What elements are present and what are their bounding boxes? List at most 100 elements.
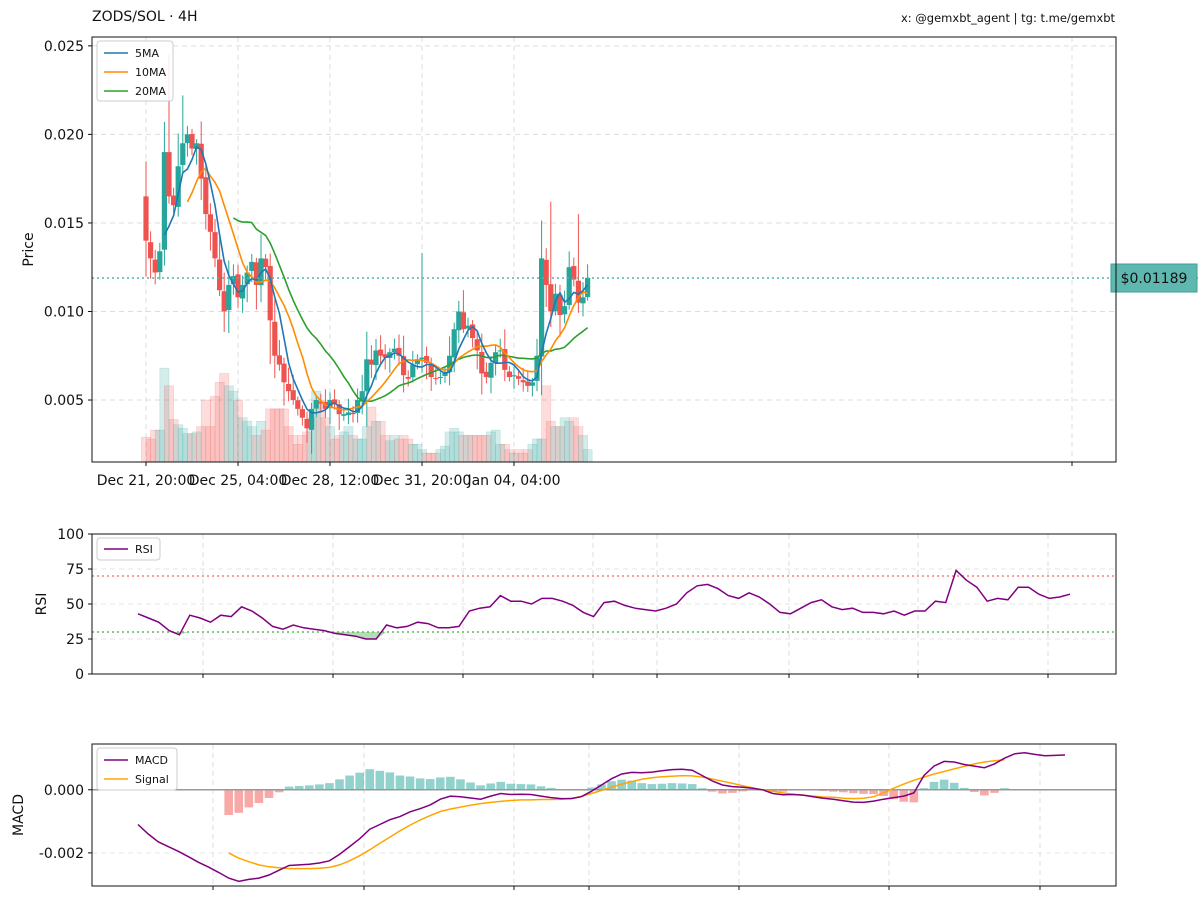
rsi-oversold-fill bbox=[355, 632, 366, 639]
macd-ylabel: MACD bbox=[11, 794, 27, 836]
macd-line bbox=[137, 752, 1066, 883]
candle-body bbox=[387, 352, 393, 358]
macd-histogram-bar bbox=[325, 783, 334, 790]
candle-body bbox=[299, 409, 305, 418]
macd-histogram-bar bbox=[365, 769, 375, 790]
candle-body bbox=[470, 324, 476, 339]
candle-body bbox=[212, 232, 218, 259]
macd-histogram-bar bbox=[909, 789, 919, 803]
macd-histogram-bar bbox=[375, 770, 385, 790]
candle-body bbox=[313, 400, 319, 409]
macd-histogram-bar bbox=[1000, 788, 1009, 790]
macd-histogram-bar bbox=[929, 781, 939, 790]
candle-body bbox=[396, 347, 402, 356]
candle-body bbox=[152, 259, 158, 273]
candle-body bbox=[368, 359, 374, 365]
candle-body bbox=[272, 321, 278, 356]
macd-histogram-bar bbox=[446, 776, 455, 790]
candle-body bbox=[405, 376, 411, 379]
price-frame bbox=[91, 36, 1117, 463]
macd-histogram-bar bbox=[506, 783, 516, 790]
macd-histogram-bar bbox=[385, 772, 395, 790]
rsi-oversold-fill bbox=[365, 632, 377, 639]
candle-body bbox=[304, 418, 310, 429]
candle-body bbox=[175, 166, 181, 207]
candle-body bbox=[221, 291, 227, 312]
macd-histogram-bar bbox=[274, 789, 284, 793]
macd-histogram-bar bbox=[687, 784, 697, 790]
candle-body bbox=[295, 400, 301, 409]
macd-histogram-bar bbox=[657, 783, 667, 790]
rsi-ylabel: RSI bbox=[34, 593, 50, 616]
macd-histogram-bar bbox=[496, 781, 506, 790]
macd-histogram-bar bbox=[828, 789, 838, 792]
candle-body bbox=[506, 371, 512, 377]
macd-histogram-bar bbox=[244, 789, 254, 808]
candle-body bbox=[493, 352, 499, 364]
candle-body bbox=[364, 359, 370, 392]
macd-histogram-bar bbox=[607, 781, 616, 790]
candle-body bbox=[580, 297, 586, 304]
candle-body bbox=[562, 306, 568, 315]
candle-body bbox=[414, 359, 420, 365]
candle-body bbox=[345, 412, 351, 416]
candle-body bbox=[332, 399, 338, 404]
candle-body bbox=[391, 348, 397, 353]
candle-body bbox=[539, 258, 545, 357]
candle-body bbox=[451, 329, 457, 358]
candle-body bbox=[483, 371, 489, 377]
macd-histogram-bar bbox=[335, 779, 344, 790]
rsi-ytick-label: 50 bbox=[66, 597, 84, 613]
candle-body bbox=[267, 265, 273, 321]
rsi-ytick-label: 75 bbox=[66, 562, 84, 578]
candle-body bbox=[249, 261, 255, 271]
candle-body bbox=[511, 375, 517, 377]
macd-histogram-bar bbox=[456, 779, 465, 790]
candle-body bbox=[286, 383, 292, 392]
candle-body bbox=[548, 284, 554, 312]
macd-histogram-bar bbox=[587, 787, 596, 790]
price-ytick-label: 0.020 bbox=[44, 127, 84, 143]
legend-label: Signal bbox=[135, 773, 169, 786]
macd-histogram-bar bbox=[345, 775, 354, 790]
candle-body bbox=[378, 349, 384, 356]
candle-body bbox=[571, 266, 577, 280]
ma20-line bbox=[232, 217, 589, 403]
macd-histogram-bar bbox=[597, 784, 606, 790]
price-xtick-label: Jan 04, 04:00 bbox=[466, 473, 560, 489]
candle-body bbox=[401, 356, 407, 376]
macd-histogram-bar bbox=[435, 777, 445, 790]
candle-body bbox=[474, 339, 480, 351]
candle-body bbox=[566, 267, 572, 306]
candle-body bbox=[516, 376, 522, 379]
ma5-line bbox=[163, 146, 589, 414]
macd-histogram-bar bbox=[778, 789, 788, 792]
macd-histogram-bar bbox=[284, 786, 294, 790]
legend-label: 20MA bbox=[135, 85, 166, 98]
candle-body bbox=[161, 152, 167, 250]
candle-body bbox=[382, 354, 388, 358]
candle-body bbox=[189, 134, 195, 149]
macd-ytick-label: 0.000 bbox=[44, 783, 84, 799]
macd-histogram-bar bbox=[546, 787, 556, 790]
candle-body bbox=[373, 350, 379, 366]
macd-histogram-bar bbox=[425, 779, 435, 790]
macd-histogram-bar bbox=[405, 776, 415, 790]
chart-title: ZODS/SOL · 4H bbox=[92, 9, 198, 25]
last-price-box bbox=[1110, 263, 1198, 293]
candle-body bbox=[557, 295, 563, 316]
macd-histogram-bar bbox=[939, 779, 949, 790]
candle-body bbox=[318, 401, 324, 404]
macd-histogram-bar bbox=[395, 775, 405, 790]
candle-body bbox=[543, 259, 549, 285]
macd-histogram-bar bbox=[919, 788, 929, 790]
macd-histogram-bar bbox=[869, 789, 878, 795]
candle-body bbox=[497, 350, 503, 352]
candle-body bbox=[148, 242, 154, 259]
price-xtick-label: Dec 21, 20:00 bbox=[97, 473, 196, 489]
candle-body bbox=[226, 284, 232, 310]
price-legend bbox=[96, 40, 174, 102]
macd-histogram-bar bbox=[536, 786, 546, 790]
candle-body bbox=[502, 349, 508, 370]
macd-histogram-bar bbox=[304, 785, 314, 790]
